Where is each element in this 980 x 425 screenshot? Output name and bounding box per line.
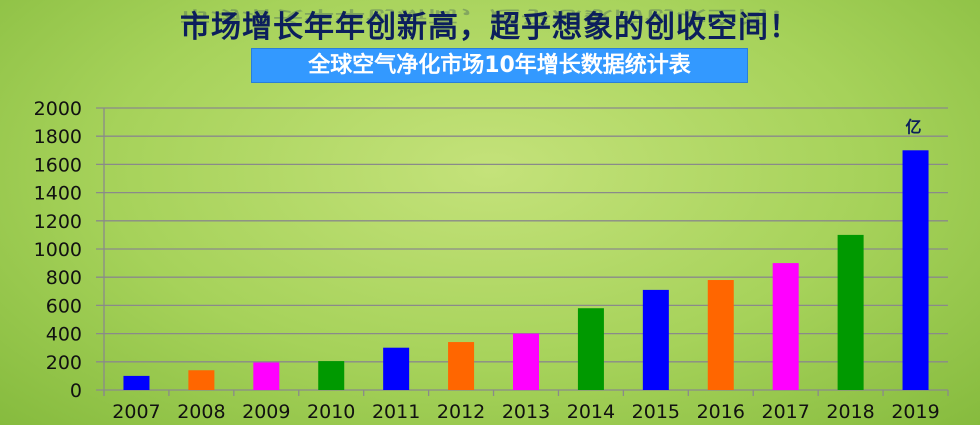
x-tick-label: 2013 [502, 401, 550, 423]
bar-2011 [383, 347, 410, 390]
x-tick-label: 2007 [112, 401, 160, 423]
bar-2012 [448, 342, 475, 390]
y-tick-label: 1400 [34, 183, 82, 205]
y-tick-label: 1800 [34, 126, 82, 148]
y-tick-label: 600 [46, 295, 82, 317]
x-tick-label: 2018 [826, 401, 874, 423]
x-tick-label: 2010 [307, 401, 355, 423]
y-tick-label: 800 [46, 267, 82, 289]
bar-2014 [577, 308, 604, 390]
bar-2010 [318, 361, 345, 390]
bar-2019 [902, 150, 929, 390]
x-tick-label: 2014 [567, 401, 615, 423]
unit-label: 亿 [906, 117, 922, 136]
x-tick-label: 2008 [177, 401, 225, 423]
bar-2016 [707, 280, 734, 390]
y-tick-label: 2000 [34, 98, 82, 120]
headline: 市场增长年年创新高，超乎想象的创收空间！ [180, 10, 800, 45]
bar-2017 [772, 263, 799, 390]
x-tick-label: 2015 [632, 401, 680, 423]
bar-2013 [513, 333, 539, 390]
x-tick-label: 2017 [762, 401, 810, 423]
y-tick-label: 1200 [34, 211, 82, 233]
x-tick-label: 2012 [437, 401, 485, 423]
bar-2007 [123, 375, 150, 390]
bar-2015 [642, 289, 669, 390]
chart-title-banner: 全球空气净化市场10年增长数据统计表 [251, 48, 748, 83]
bar-2018 [837, 234, 864, 390]
x-tick-label: 2009 [242, 401, 290, 423]
y-tick-label: 400 [46, 324, 82, 346]
y-tick-label: 0 [70, 380, 82, 402]
bar-2009 [253, 362, 280, 390]
x-tick-label: 2019 [891, 401, 939, 423]
y-tick-label: 1000 [34, 239, 82, 261]
y-tick-label: 200 [46, 352, 82, 374]
y-tick-label: 1600 [34, 154, 82, 176]
x-tick-label: 2011 [372, 401, 420, 423]
x-tick-label: 2016 [697, 401, 745, 423]
bar-2008 [188, 370, 215, 390]
